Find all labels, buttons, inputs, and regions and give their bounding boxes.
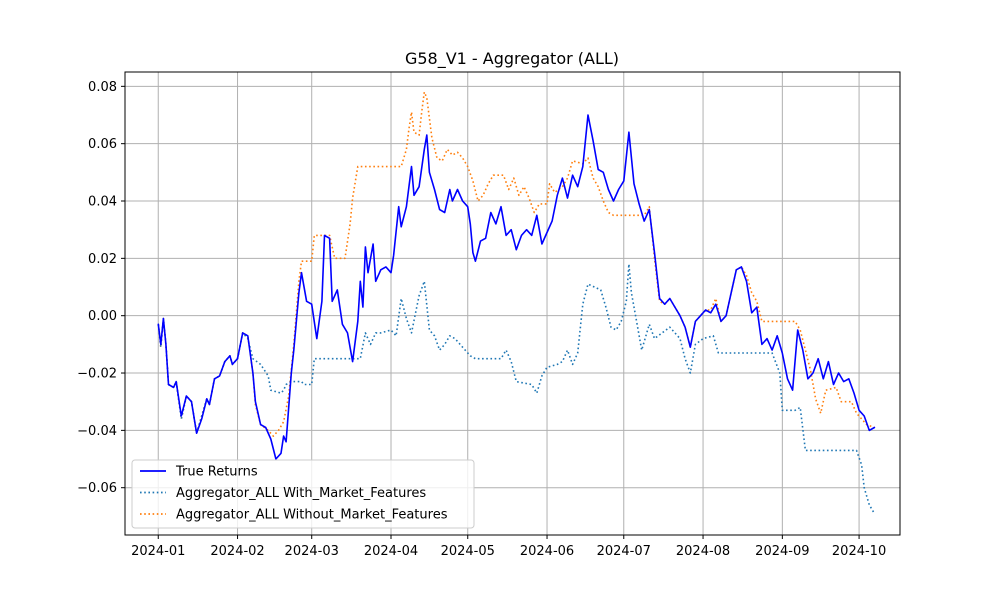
x-tick-label: 2024-03 (285, 544, 339, 559)
y-tick-label: −0.06 (77, 481, 117, 496)
plot-frame (124, 71, 901, 536)
x-tick-label: 2024-07 (597, 544, 651, 559)
x-tick-label: 2024-08 (676, 544, 730, 559)
legend-box (131, 459, 475, 529)
x-axis: 2024-01 2024-02 2024-03 2024-04 2024-05 2024-… (131, 535, 886, 559)
x-tick-label: 2024-10 (832, 544, 886, 559)
y-tick-label: 0.04 (88, 195, 117, 210)
y-tick-label: 0.08 (88, 80, 117, 95)
y-axis: −0.06 −0.04 −0.02 0.00 0.02 0.04 0.06 0.08 (77, 80, 125, 496)
y-tick-label: 0.02 (88, 252, 117, 267)
legend-label: True Returns (175, 465, 258, 480)
y-tick-label: −0.02 (77, 367, 117, 382)
series-line-1 (157, 114, 876, 460)
chart-title: G58_V1 - Aggregator (ALL) (405, 49, 619, 69)
grid (125, 72, 900, 535)
x-tick-label: 2024-02 (210, 544, 264, 559)
y-tick-label: 0.06 (88, 137, 117, 152)
series-line-3 (157, 91, 875, 437)
x-tick-label: 2024-09 (755, 544, 809, 559)
legend: True Returns Aggregator_ALL With_Market_F… (131, 459, 475, 529)
series-layer (157, 91, 876, 514)
y-tick-label: −0.04 (77, 424, 117, 439)
y-tick-label: 0.00 (88, 309, 117, 324)
x-tick-label: 2024-06 (520, 544, 574, 559)
legend-label: Aggregator_ALL With_Market_Features (176, 486, 426, 501)
x-tick-label: 2024-01 (131, 544, 185, 559)
x-tick-label: 2024-04 (364, 544, 418, 559)
x-tick-label: 2024-05 (441, 544, 495, 559)
legend-label: Aggregator_ALL Without_Market_Features (176, 508, 448, 523)
